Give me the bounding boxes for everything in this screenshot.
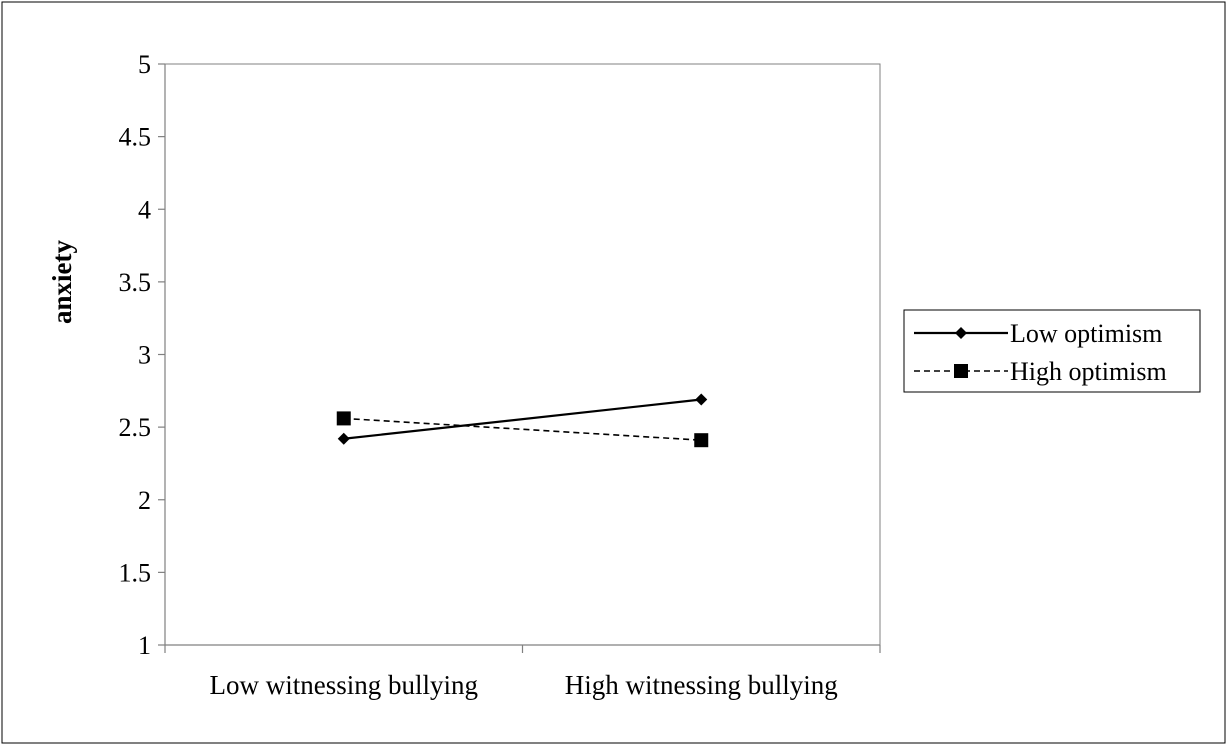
data-point [694, 433, 709, 448]
legend-box [903, 309, 1201, 393]
y-tick-label: 2.5 [119, 413, 152, 442]
y-tick-label: 4.5 [119, 123, 152, 152]
data-point [695, 393, 708, 406]
legend-label: Low optimism [1010, 319, 1162, 348]
x-tick-label: High witnessing bullying [565, 670, 838, 700]
y-tick-label: 2 [138, 486, 151, 515]
legend-marker [955, 327, 967, 339]
legend-marker [954, 364, 968, 378]
y-axis-label: anxiety [47, 240, 77, 324]
series-line [343, 398, 702, 440]
series-0 [337, 393, 708, 445]
y-tick-label: 3 [138, 341, 151, 370]
legend-label: High optimism [1010, 357, 1167, 386]
data-point [337, 432, 350, 445]
data-point [336, 411, 351, 426]
y-tick-label: 1.5 [119, 558, 152, 587]
y-tick-label: 4 [138, 195, 151, 224]
x-tick-label: Low witnessing bullying [210, 670, 479, 700]
legend: Low optimism High optimism [903, 309, 1201, 393]
series-1 [336, 411, 709, 448]
y-tick-label: 5 [138, 50, 151, 79]
y-tick-label: 3.5 [119, 268, 152, 297]
y-tick-label: 1 [138, 631, 151, 660]
